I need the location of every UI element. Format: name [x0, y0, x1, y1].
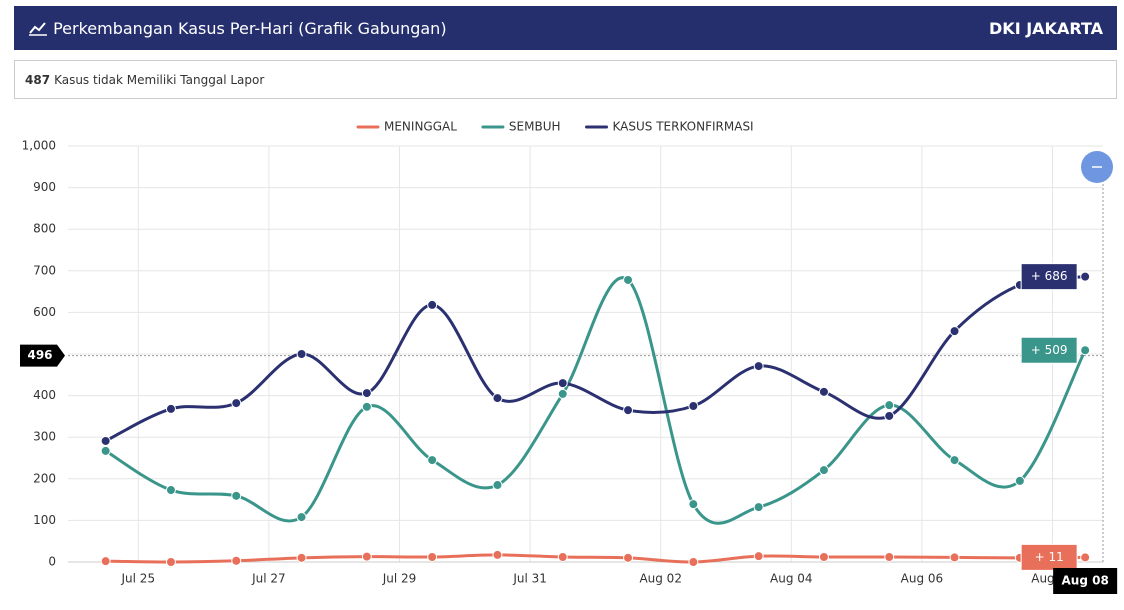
x-tick-label: Aug 08 — [1031, 572, 1074, 586]
point — [231, 555, 242, 566]
x-hover-bg — [1053, 568, 1118, 594]
y-tick-label: 500 — [33, 347, 56, 361]
point — [818, 465, 829, 476]
y-tick-label: 600 — [33, 305, 56, 319]
point — [623, 405, 634, 416]
info-count: 487 — [25, 72, 51, 87]
y-tick-label: 800 — [33, 222, 56, 236]
y-tick-label: 1,000 — [22, 139, 56, 153]
point — [557, 378, 568, 389]
point — [818, 552, 829, 563]
x-hover-label: Aug 08 — [1062, 574, 1109, 588]
point — [296, 349, 307, 359]
tooltip-bg — [1020, 263, 1078, 291]
point — [753, 502, 764, 513]
y-tick-label: 200 — [33, 471, 56, 485]
zoom-reset-button — [1081, 151, 1113, 183]
series-line — [104, 275, 1086, 443]
y-tick-label: 0 — [48, 555, 56, 569]
legend-label: KASUS TERKONFIRMASI — [613, 120, 754, 134]
info-box: 487 Kasus tidak Memiliki Tanggal Lapor — [14, 60, 1117, 99]
point — [1080, 271, 1091, 282]
point — [1080, 345, 1091, 356]
point — [165, 557, 176, 567]
point — [753, 361, 764, 372]
point — [296, 512, 307, 523]
title-text: Perkembangan Kasus Per-Hari (Grafik Gabu… — [53, 18, 447, 38]
series-line — [105, 553, 1086, 564]
legend-label: MENINGGAL — [384, 120, 457, 134]
info-text: Kasus tidak Memiliki Tanggal Lapor — [54, 72, 265, 87]
point — [557, 388, 568, 399]
point — [753, 551, 764, 562]
point — [688, 557, 699, 567]
x-tick-label: Aug 04 — [770, 572, 813, 586]
point — [165, 485, 176, 496]
point — [949, 455, 960, 466]
point — [884, 552, 895, 563]
point — [884, 400, 895, 411]
point — [100, 445, 111, 456]
point — [1080, 552, 1091, 563]
point — [1014, 475, 1025, 486]
tooltip-bg — [1020, 336, 1078, 364]
header-title: Perkembangan Kasus Per-Hari (Grafik Gabu… — [28, 19, 447, 38]
crosshair-label: 496 — [27, 348, 52, 362]
point — [492, 549, 503, 560]
point — [1014, 552, 1025, 563]
point — [361, 401, 372, 412]
tooltip-label: + 509 — [1031, 343, 1068, 357]
crosshair-label-bg — [20, 344, 65, 367]
y-tick-label: 300 — [33, 430, 56, 444]
point — [427, 299, 438, 310]
point — [688, 499, 699, 510]
x-tick-label: Jul 29 — [382, 572, 417, 586]
point — [100, 556, 111, 567]
x-tick-label: Jul 25 — [121, 572, 156, 586]
x-tick-label: Jul 27 — [251, 572, 286, 586]
x-tick-label: Aug 06 — [901, 572, 944, 586]
point — [296, 552, 307, 563]
point — [492, 480, 503, 491]
point — [623, 552, 634, 563]
y-tick-label: 400 — [33, 388, 56, 402]
point — [231, 398, 242, 409]
y-tick-label: 700 — [33, 263, 56, 277]
point — [427, 455, 438, 466]
point — [557, 552, 568, 563]
tooltip-label: + 686 — [1031, 269, 1068, 283]
point — [949, 326, 960, 337]
y-tick-label: 900 — [33, 180, 56, 194]
point — [688, 401, 699, 411]
point — [1014, 279, 1025, 290]
point — [884, 410, 895, 421]
header: Perkembangan Kasus Per-Hari (Grafik Gabu… — [14, 6, 1117, 50]
x-tick-label: Aug 02 — [639, 572, 682, 586]
point — [100, 435, 111, 446]
point — [949, 552, 960, 563]
legend-label: SEMBUH — [509, 120, 561, 134]
point — [231, 490, 242, 501]
tooltip-label: + 11 — [1035, 550, 1064, 564]
point — [623, 274, 634, 285]
point — [165, 403, 176, 414]
point — [492, 393, 503, 404]
tooltip-bg — [1020, 543, 1078, 571]
region: DKI JAKARTA — [989, 18, 1103, 38]
series-line — [104, 276, 1087, 525]
chart-icon — [29, 21, 47, 36]
point — [818, 386, 829, 397]
point — [427, 552, 438, 563]
point — [361, 388, 372, 399]
y-tick-label: 100 — [33, 513, 56, 527]
point — [361, 551, 372, 562]
x-tick-label: Jul 31 — [512, 572, 547, 586]
